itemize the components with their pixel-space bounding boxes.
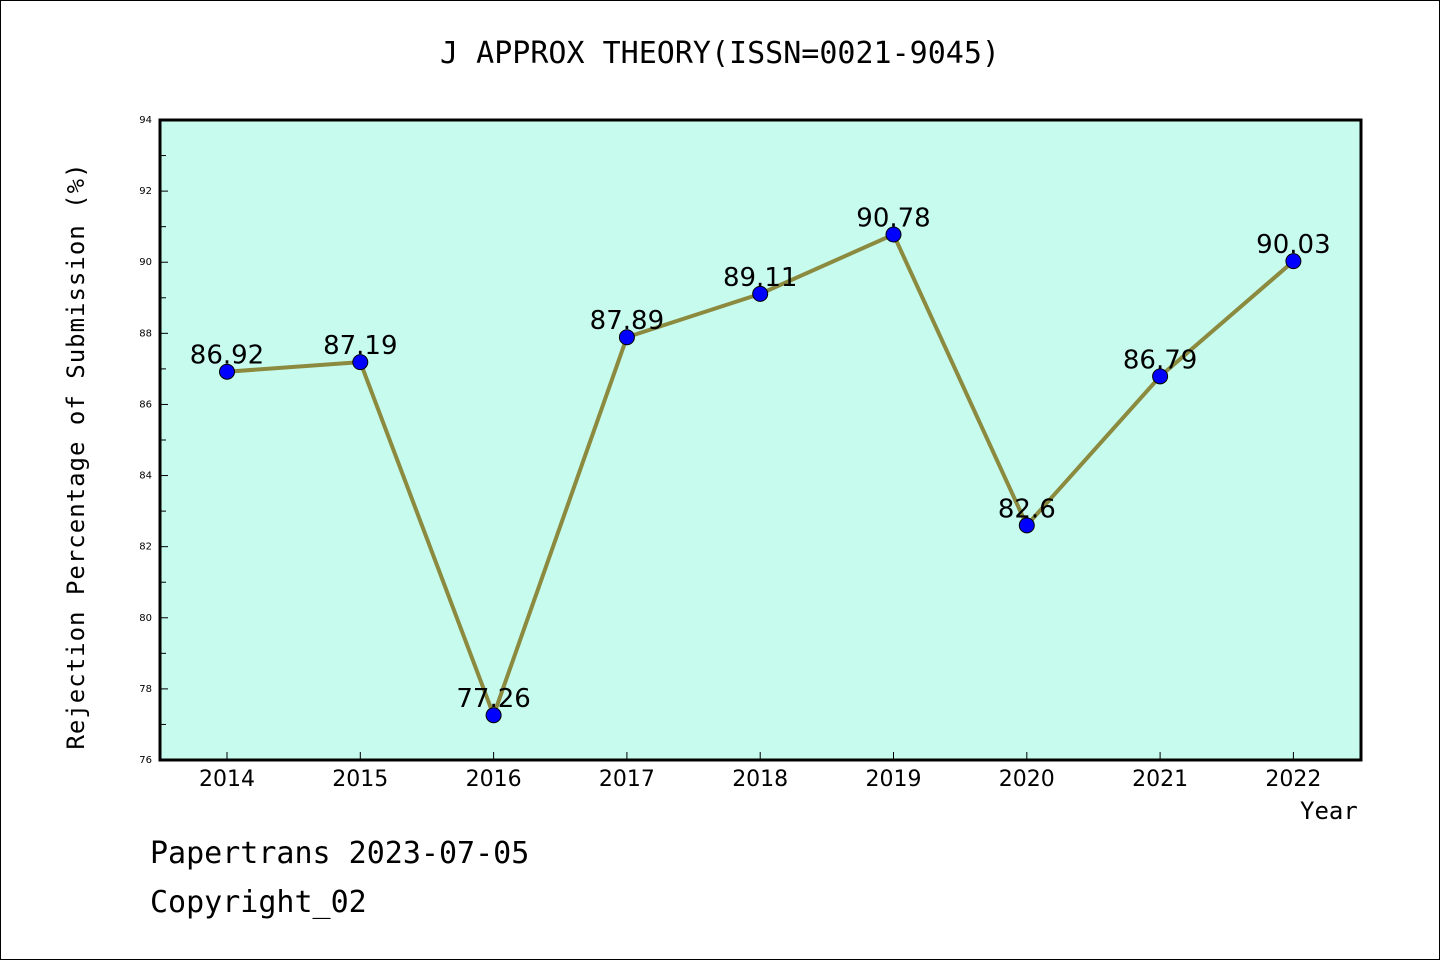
chart-title: J APPROX THEORY(ISSN=0021-9045) (440, 36, 1000, 71)
y-tick-label: 78 (139, 684, 152, 695)
data-point (1152, 368, 1169, 385)
x-tick-label: 2014 (199, 767, 255, 792)
y-tick-label: 88 (139, 328, 152, 339)
data-point (885, 226, 902, 243)
data-point (352, 354, 369, 371)
data-markers (219, 226, 1302, 724)
y-tick-label: 94 (139, 115, 152, 126)
data-point (219, 363, 235, 380)
data-label: 87.19 (323, 331, 397, 361)
data-label: 90.78 (856, 203, 930, 233)
data-label: 82.6 (998, 494, 1056, 524)
y-tick-label: 90 (139, 257, 152, 268)
x-axis: 2014 2015 2016 2017 2018 2019 2020 2021 2022 (199, 752, 1321, 792)
data-point (485, 707, 502, 724)
x-tick-label: 2017 (599, 767, 655, 792)
x-tick-label: 2018 (732, 767, 788, 792)
x-tick-label: 2022 (1265, 767, 1321, 792)
data-point (1018, 517, 1035, 534)
y-tick-label: 82 (139, 542, 152, 553)
x-axis-label: Year (1300, 797, 1358, 825)
data-label: 89.11 (723, 263, 797, 293)
y-tick-label: 84 (139, 471, 152, 482)
x-tick-label: 2021 (1132, 767, 1188, 792)
data-point (1285, 253, 1302, 270)
x-tick-label: 2019 (866, 767, 922, 792)
data-point (752, 285, 769, 302)
x-tick-label: 2016 (466, 767, 522, 792)
y-tick-label: 86 (139, 399, 152, 410)
data-label: 90.03 (1256, 230, 1330, 260)
x-tick-label: 2020 (999, 767, 1055, 792)
y-axis: 76 78 80 82 84 86 88 90 92 94 (139, 115, 168, 766)
data-label: 86.92 (190, 341, 264, 371)
data-label: 86.79 (1123, 345, 1197, 375)
data-labels: 86.92 87.19 77.26 87.89 89.11 90.78 82.6 86.79 9… (190, 203, 1331, 714)
plot-area (158, 118, 1363, 762)
footer-copyright: Copyright_02 (150, 885, 367, 920)
data-label: 77.26 (456, 684, 530, 714)
footer-date: Papertrans 2023-07-05 (150, 836, 530, 871)
x-tick-label: 2015 (332, 767, 388, 792)
y-tick-label: 80 (139, 613, 152, 624)
data-label: 87.89 (590, 306, 664, 336)
data-point (618, 329, 635, 346)
y-tick-label: 92 (139, 186, 152, 197)
y-tick-label: 76 (139, 755, 152, 766)
